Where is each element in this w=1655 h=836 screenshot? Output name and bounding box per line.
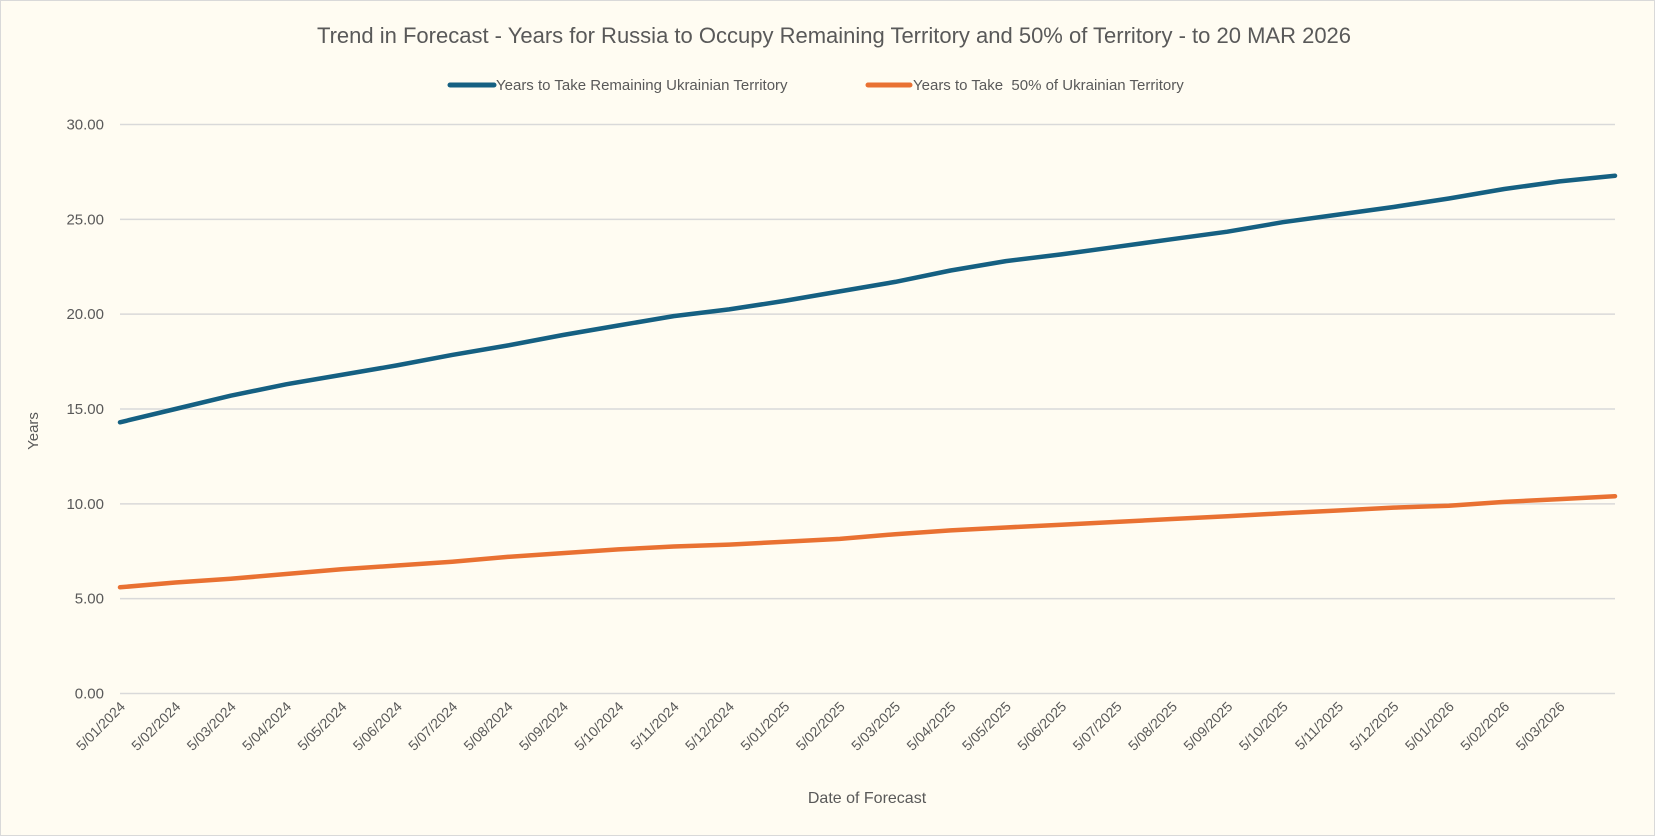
x-tick-label: 5/01/2025 [737,698,793,754]
x-tick-label: 5/10/2024 [571,698,627,754]
x-tick-label: 5/08/2025 [1125,698,1181,754]
y-tick-label: 30.00 [66,117,104,134]
x-tick-label: 5/06/2025 [1014,698,1070,754]
x-tick-label: 5/09/2024 [516,698,572,754]
x-tick-label: 5/02/2026 [1457,698,1513,754]
x-tick-label: 5/12/2025 [1346,698,1402,754]
x-tick-label: 5/02/2025 [793,698,849,754]
x-tick-label: 5/03/2024 [183,698,239,754]
y-tick-label: 25.00 [66,211,104,228]
legend: Years to Take Remaining Ukrainian Territ… [447,77,1184,94]
legend-label-50pct: Years to Take 50% of Ukrainian Territory [913,77,1184,94]
y-tick-label: 5.00 [75,591,104,608]
x-tick-label: 5/02/2024 [128,698,184,754]
x-tick-label: 5/05/2024 [294,698,350,754]
series-line-50pct [117,493,1618,590]
x-tick-label: 5/07/2024 [405,698,461,754]
y-tick-label: 20.00 [66,306,104,323]
x-tick-label: 5/11/2025 [1292,698,1347,753]
x-tick-label: 5/09/2025 [1180,698,1236,754]
legend-label-remaining: Years to Take Remaining Ukrainian Territ… [496,77,788,94]
x-axis-title: Date of Forecast [808,790,927,807]
x-tick-label: 5/08/2024 [460,698,516,754]
x-tick-label: 5/03/2026 [1512,698,1568,754]
y-tick-label: 0.00 [75,686,104,703]
x-tick-label: 5/01/2026 [1402,698,1458,754]
x-tick-label: 5/12/2024 [682,698,738,754]
chart-title: Trend in Forecast - Years for Russia to … [317,23,1351,48]
x-tick-label: 5/04/2024 [239,698,295,754]
y-tick-label: 10.00 [66,496,104,513]
x-tick-label: 5/03/2025 [848,698,904,754]
x-tick-label: 5/10/2025 [1236,698,1292,754]
x-tick-label: 5/07/2025 [1069,698,1125,754]
x-tick-label: 5/11/2024 [627,698,682,753]
series-line-remaining [117,173,1618,425]
x-tick-label: 5/04/2025 [903,698,959,754]
y-axis-title: Years [25,412,42,450]
y-tick-label: 15.00 [66,401,104,418]
x-tick-label: 5/06/2024 [350,698,406,754]
x-tick-label: 5/01/2024 [73,698,129,754]
x-tick-label: 5/05/2025 [959,698,1015,754]
